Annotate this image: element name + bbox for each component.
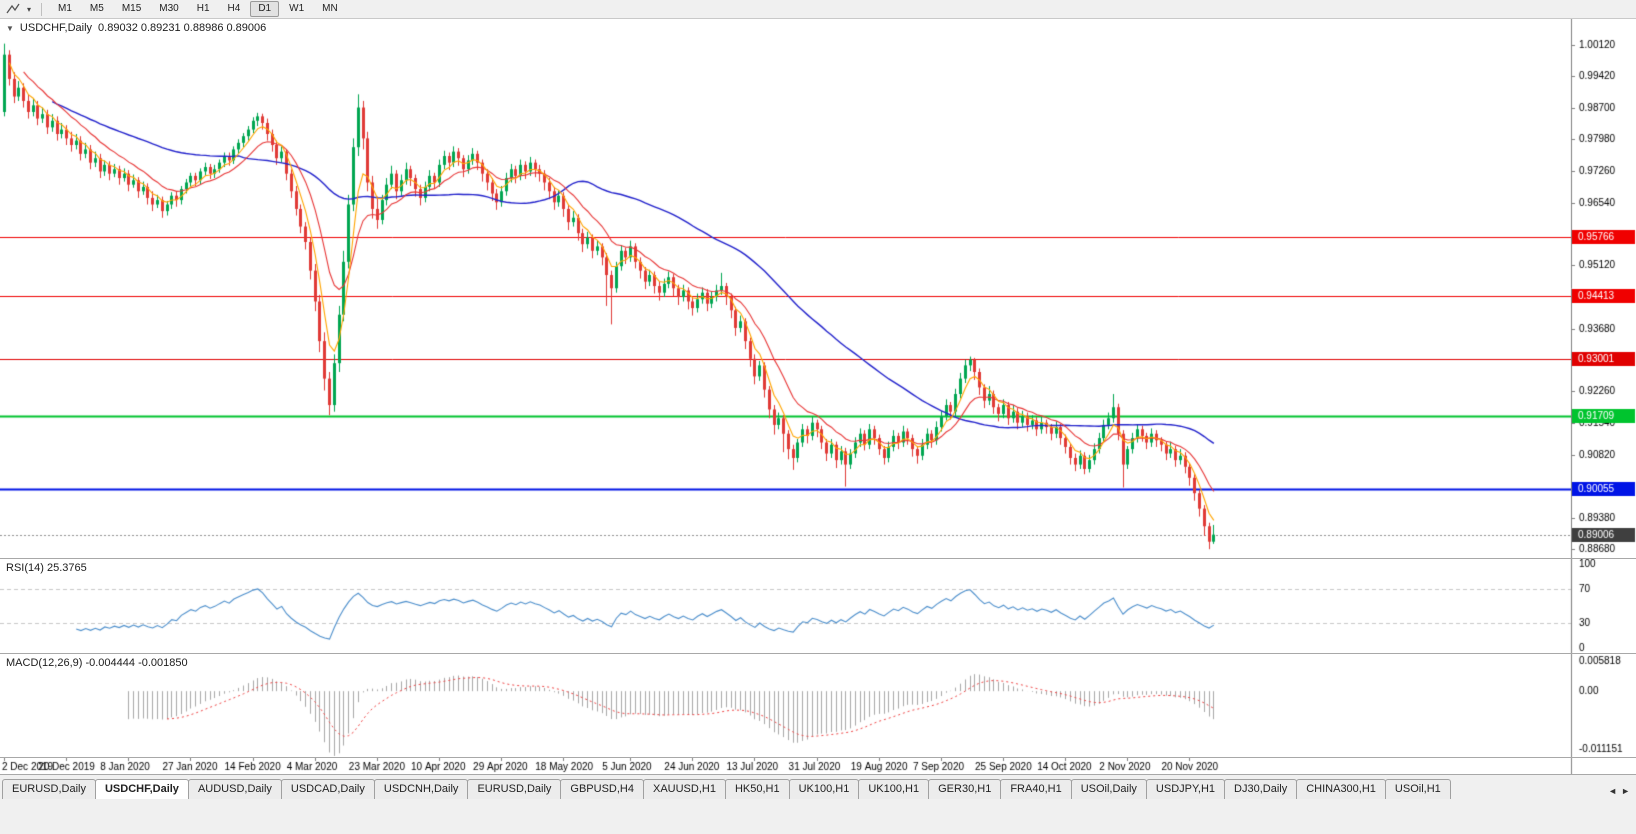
tab-11-ger30-h1[interactable]: GER30,H1 <box>928 779 1002 799</box>
tab-8-hk50-h1[interactable]: HK50,H1 <box>724 779 790 799</box>
chart-toolbar: ▾ M1 M5 M15 M30 H1 H4 D1 W1 MN <box>0 0 1636 19</box>
timeframe-button-w1[interactable]: W1 <box>281 1 312 17</box>
bottom-filler <box>0 799 1636 834</box>
tab-scroll-right-button[interactable]: ► <box>1621 786 1630 796</box>
timeframe-button-h1[interactable]: H1 <box>189 1 218 17</box>
symbol-tab-bar: EURUSD,Daily USDCHF,Daily AUDUSD,Daily USDC… <box>0 774 1636 799</box>
main-chart-canvas[interactable] <box>0 19 1636 558</box>
tab-17-usoil-h1[interactable]: USOil,H1 <box>1384 779 1451 799</box>
tab-13-usoil-daily[interactable]: USOil,Daily <box>1070 779 1147 799</box>
tab-3-usdcad-daily[interactable]: USDCAD,Daily <box>280 779 375 799</box>
tool-dropdown-arrow-icon[interactable]: ▾ <box>27 4 32 14</box>
tab-14-usdjpy-h1[interactable]: USDJPY,H1 <box>1145 779 1226 799</box>
main-chart-panel: ▼ USDCHF,Daily 0.89032 0.89231 0.88986 0… <box>0 19 1636 558</box>
tab-7-xauusd-h1[interactable]: XAUUSD,H1 <box>642 779 726 799</box>
tab-6-gbpusd-h4[interactable]: GBPUSD,H4 <box>560 779 644 799</box>
timeframe-button-mn[interactable]: MN <box>314 1 346 17</box>
tab-2-audusd-daily[interactable]: AUDUSD,Daily <box>187 779 282 799</box>
rsi-canvas[interactable] <box>0 559 1636 653</box>
tab-5-eurusd-daily[interactable]: EURUSD,Daily <box>467 779 562 799</box>
macd-canvas[interactable] <box>0 654 1636 757</box>
macd-indicator-panel: MACD(12,26,9) -0.004444 -0.001850 <box>0 653 1636 757</box>
timeframe-button-m5[interactable]: M5 <box>82 1 112 17</box>
chart-line-tool-icon[interactable] <box>4 2 22 17</box>
timeframe-button-d1[interactable]: D1 <box>250 1 280 17</box>
rsi-indicator-panel: RSI(14) 25.3765 <box>0 558 1636 653</box>
date-axis-canvas[interactable] <box>0 758 1636 774</box>
tab-10-uk100-h1[interactable]: UK100,H1 <box>858 779 930 799</box>
tab-4-usdcnh-daily[interactable]: USDCNH,Daily <box>373 779 469 799</box>
tab-0-eurusd-daily[interactable]: EURUSD,Daily <box>2 779 96 799</box>
tab-12-fra40-h1[interactable]: FRA40,H1 <box>1000 779 1072 799</box>
tab-scroll-controls: ◄ ► <box>1602 786 1634 799</box>
timeframe-button-h4[interactable]: H4 <box>220 1 249 17</box>
tabs-container: EURUSD,Daily USDCHF,Daily AUDUSD,Daily USDC… <box>2 779 1602 799</box>
tab-15-dj30-daily[interactable]: DJ30,Daily <box>1224 779 1298 799</box>
timeframe-button-m1[interactable]: M1 <box>50 1 80 17</box>
tab-scroll-left-button[interactable]: ◄ <box>1608 786 1618 796</box>
date-axis[interactable] <box>0 757 1636 774</box>
toolbar-separator <box>41 2 43 16</box>
tab-16-china300-h1[interactable]: CHINA300,H1 <box>1296 779 1386 799</box>
timeframe-buttons: M1 M5 M15 M30 H1 H4 D1 W1 MN <box>49 1 347 17</box>
tab-9-uk100-h1[interactable]: UK100,H1 <box>788 779 860 799</box>
timeframe-button-m15[interactable]: M15 <box>114 1 149 17</box>
timeframe-button-m30[interactable]: M30 <box>151 1 186 17</box>
tab-1-usdchf-daily[interactable]: USDCHF,Daily <box>94 779 189 799</box>
